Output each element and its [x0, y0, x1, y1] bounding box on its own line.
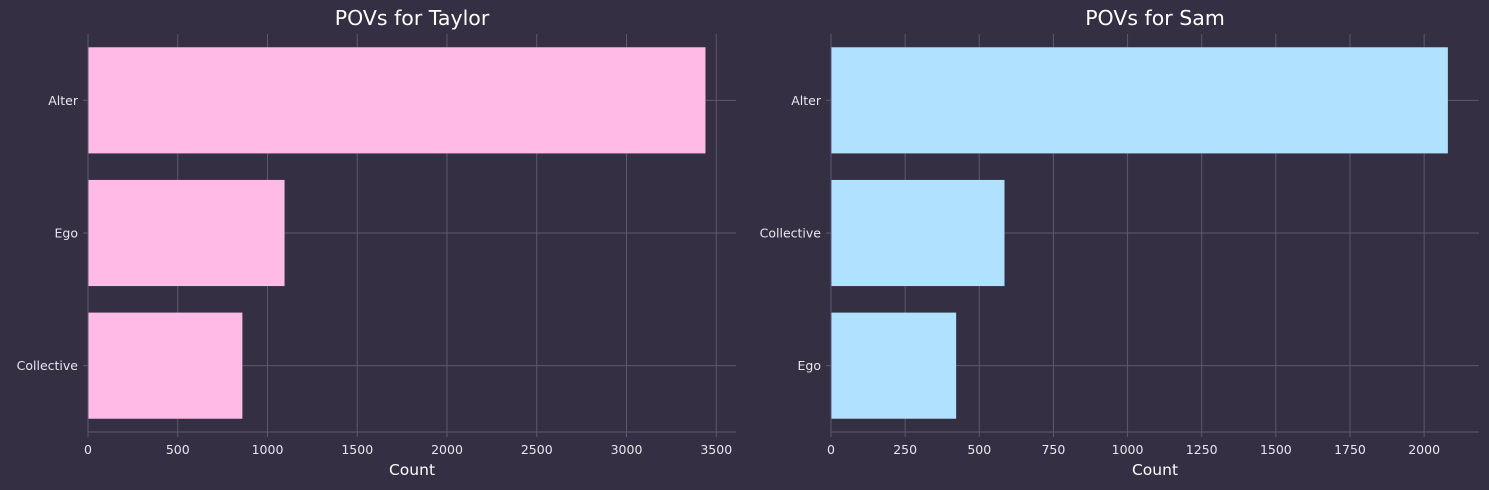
x-tick-label: 1750: [1334, 442, 1366, 457]
x-tick-label: 0: [827, 442, 835, 457]
x-tick-label: 0: [84, 442, 92, 457]
x-tick-label: 2000: [431, 442, 463, 457]
chart-title: POVs for Sam: [1085, 6, 1225, 30]
x-tick-label: 500: [166, 442, 190, 457]
bar-collective: [88, 312, 243, 419]
x-tick-label: 2500: [521, 442, 553, 457]
x-tick-label: 1500: [1260, 442, 1292, 457]
y-tick-label: Ego: [55, 226, 78, 241]
x-tick-label: 250: [893, 442, 917, 457]
x-tick-label: 750: [1041, 442, 1065, 457]
x-tick-label: 1250: [1186, 442, 1218, 457]
x-axis-label: Count: [389, 461, 435, 479]
chart-title: POVs for Taylor: [335, 6, 490, 30]
x-tick-label: 3000: [611, 442, 643, 457]
x-tick-label: 2000: [1408, 442, 1440, 457]
chart-panel-2: 0 250 500 750 1000 1250 1500 1750 2000 Alter Colle…: [760, 6, 1479, 479]
x-tick-label: 500: [967, 442, 991, 457]
y-tick-label: Alter: [791, 93, 822, 108]
chart-panel-1: 0 500 1000 1500 2000 2500 3000 3500 Alter Ego Coll…: [17, 6, 736, 479]
x-tick-label: 1000: [1112, 442, 1144, 457]
bar-alter: [831, 47, 1448, 154]
bar-ego: [88, 179, 285, 287]
y-tick-label: Collective: [760, 226, 822, 241]
y-tick-label: Alter: [48, 93, 79, 108]
x-tick-label: 1000: [252, 442, 284, 457]
bar-alter: [88, 47, 706, 154]
y-tick-label: Ego: [798, 358, 821, 373]
x-tick-label: 3500: [700, 442, 732, 457]
y-tick-label: Collective: [17, 358, 79, 373]
x-tick-label: 1500: [341, 442, 373, 457]
bar-collective: [831, 179, 1005, 287]
bar-ego: [831, 312, 957, 419]
x-axis-label: Count: [1132, 461, 1178, 479]
